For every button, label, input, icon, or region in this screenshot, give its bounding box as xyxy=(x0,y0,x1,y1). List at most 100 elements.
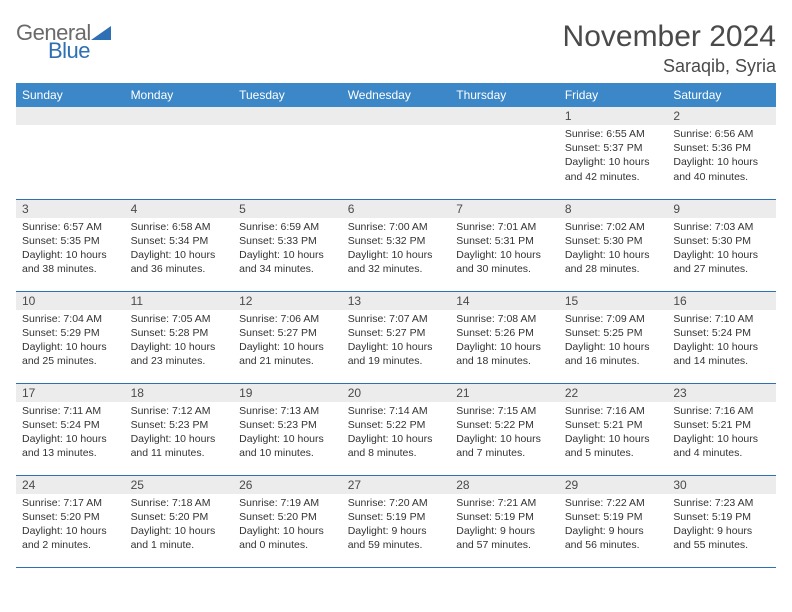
daylight-line: Daylight: 10 hours and 8 minutes. xyxy=(348,432,445,460)
sunrise-line: Sunrise: 7:23 AM xyxy=(673,496,770,510)
sunset-line: Sunset: 5:24 PM xyxy=(673,326,770,340)
daylight-line: Daylight: 10 hours and 42 minutes. xyxy=(565,155,662,183)
day-number: 14 xyxy=(450,292,559,310)
day-details: Sunrise: 7:19 AMSunset: 5:20 PMDaylight:… xyxy=(233,494,342,557)
daylight-line: Daylight: 10 hours and 7 minutes. xyxy=(456,432,553,460)
day-details: Sunrise: 6:57 AMSunset: 5:35 PMDaylight:… xyxy=(16,218,125,281)
calendar-cell: 12Sunrise: 7:06 AMSunset: 5:27 PMDayligh… xyxy=(233,291,342,383)
day-number: 12 xyxy=(233,292,342,310)
day-details: Sunrise: 7:07 AMSunset: 5:27 PMDaylight:… xyxy=(342,310,451,373)
sunset-line: Sunset: 5:20 PM xyxy=(22,510,119,524)
calendar-cell: 2Sunrise: 6:56 AMSunset: 5:36 PMDaylight… xyxy=(667,107,776,199)
daylight-line: Daylight: 10 hours and 11 minutes. xyxy=(131,432,228,460)
sunrise-line: Sunrise: 7:16 AM xyxy=(673,404,770,418)
calendar-cell: 10Sunrise: 7:04 AMSunset: 5:29 PMDayligh… xyxy=(16,291,125,383)
day-details: Sunrise: 7:18 AMSunset: 5:20 PMDaylight:… xyxy=(125,494,234,557)
sunset-line: Sunset: 5:27 PM xyxy=(239,326,336,340)
daylight-line: Daylight: 10 hours and 23 minutes. xyxy=(131,340,228,368)
sunrise-line: Sunrise: 7:13 AM xyxy=(239,404,336,418)
sunset-line: Sunset: 5:37 PM xyxy=(565,141,662,155)
sunrise-line: Sunrise: 7:20 AM xyxy=(348,496,445,510)
daylight-line: Daylight: 10 hours and 4 minutes. xyxy=(673,432,770,460)
sunset-line: Sunset: 5:36 PM xyxy=(673,141,770,155)
daylight-line: Daylight: 10 hours and 18 minutes. xyxy=(456,340,553,368)
sunrise-line: Sunrise: 6:55 AM xyxy=(565,127,662,141)
day-details: Sunrise: 7:23 AMSunset: 5:19 PMDaylight:… xyxy=(667,494,776,557)
day-details: Sunrise: 7:14 AMSunset: 5:22 PMDaylight:… xyxy=(342,402,451,465)
day-details: Sunrise: 7:10 AMSunset: 5:24 PMDaylight:… xyxy=(667,310,776,373)
calendar-cell: 30Sunrise: 7:23 AMSunset: 5:19 PMDayligh… xyxy=(667,475,776,567)
sunrise-line: Sunrise: 7:04 AM xyxy=(22,312,119,326)
calendar-cell: 4Sunrise: 6:58 AMSunset: 5:34 PMDaylight… xyxy=(125,199,234,291)
calendar-week: 3Sunrise: 6:57 AMSunset: 5:35 PMDaylight… xyxy=(16,199,776,291)
daylight-line: Daylight: 10 hours and 14 minutes. xyxy=(673,340,770,368)
weekday-header: Friday xyxy=(559,83,668,107)
daylight-line: Daylight: 10 hours and 36 minutes. xyxy=(131,248,228,276)
day-number: 25 xyxy=(125,476,234,494)
day-number: 2 xyxy=(667,107,776,125)
day-details: Sunrise: 7:06 AMSunset: 5:27 PMDaylight:… xyxy=(233,310,342,373)
day-number: 8 xyxy=(559,200,668,218)
day-number xyxy=(125,107,234,125)
sunset-line: Sunset: 5:22 PM xyxy=(456,418,553,432)
day-number: 4 xyxy=(125,200,234,218)
daylight-line: Daylight: 10 hours and 19 minutes. xyxy=(348,340,445,368)
sunrise-line: Sunrise: 7:15 AM xyxy=(456,404,553,418)
day-details: Sunrise: 7:15 AMSunset: 5:22 PMDaylight:… xyxy=(450,402,559,465)
calendar-week: 10Sunrise: 7:04 AMSunset: 5:29 PMDayligh… xyxy=(16,291,776,383)
calendar-cell xyxy=(125,107,234,199)
day-number: 13 xyxy=(342,292,451,310)
daylight-line: Daylight: 10 hours and 13 minutes. xyxy=(22,432,119,460)
day-number: 7 xyxy=(450,200,559,218)
day-details: Sunrise: 7:09 AMSunset: 5:25 PMDaylight:… xyxy=(559,310,668,373)
day-details: Sunrise: 7:16 AMSunset: 5:21 PMDaylight:… xyxy=(667,402,776,465)
day-number: 5 xyxy=(233,200,342,218)
calendar-cell: 24Sunrise: 7:17 AMSunset: 5:20 PMDayligh… xyxy=(16,475,125,567)
day-number xyxy=(16,107,125,125)
day-number: 21 xyxy=(450,384,559,402)
title-block: November 2024 Saraqib, Syria xyxy=(563,20,776,77)
logo-text: General Blue xyxy=(16,22,91,62)
calendar-cell: 9Sunrise: 7:03 AMSunset: 5:30 PMDaylight… xyxy=(667,199,776,291)
day-details: Sunrise: 7:08 AMSunset: 5:26 PMDaylight:… xyxy=(450,310,559,373)
day-number: 6 xyxy=(342,200,451,218)
sunrise-line: Sunrise: 7:00 AM xyxy=(348,220,445,234)
header: General Blue November 2024 Saraqib, Syri… xyxy=(16,20,776,77)
sunset-line: Sunset: 5:31 PM xyxy=(456,234,553,248)
day-details: Sunrise: 7:13 AMSunset: 5:23 PMDaylight:… xyxy=(233,402,342,465)
day-number: 1 xyxy=(559,107,668,125)
calendar-cell: 22Sunrise: 7:16 AMSunset: 5:21 PMDayligh… xyxy=(559,383,668,475)
day-number: 3 xyxy=(16,200,125,218)
daylight-line: Daylight: 10 hours and 28 minutes. xyxy=(565,248,662,276)
sunset-line: Sunset: 5:23 PM xyxy=(239,418,336,432)
sunrise-line: Sunrise: 7:06 AM xyxy=(239,312,336,326)
logo: General Blue xyxy=(16,20,111,62)
sunrise-line: Sunrise: 7:03 AM xyxy=(673,220,770,234)
calendar-cell: 29Sunrise: 7:22 AMSunset: 5:19 PMDayligh… xyxy=(559,475,668,567)
calendar-cell: 7Sunrise: 7:01 AMSunset: 5:31 PMDaylight… xyxy=(450,199,559,291)
day-number: 11 xyxy=(125,292,234,310)
logo-line-2: Blue xyxy=(16,40,91,62)
sunrise-line: Sunrise: 6:58 AM xyxy=(131,220,228,234)
sunset-line: Sunset: 5:19 PM xyxy=(348,510,445,524)
daylight-line: Daylight: 10 hours and 10 minutes. xyxy=(239,432,336,460)
sunrise-line: Sunrise: 7:17 AM xyxy=(22,496,119,510)
day-details: Sunrise: 7:16 AMSunset: 5:21 PMDaylight:… xyxy=(559,402,668,465)
sunset-line: Sunset: 5:24 PM xyxy=(22,418,119,432)
day-number: 23 xyxy=(667,384,776,402)
sunrise-line: Sunrise: 7:05 AM xyxy=(131,312,228,326)
sunset-line: Sunset: 5:26 PM xyxy=(456,326,553,340)
sunrise-line: Sunrise: 7:21 AM xyxy=(456,496,553,510)
daylight-line: Daylight: 10 hours and 21 minutes. xyxy=(239,340,336,368)
calendar-header-row: SundayMondayTuesdayWednesdayThursdayFrid… xyxy=(16,83,776,107)
calendar-cell: 1 Sunrise: 6:55 AMSunset: 5:37 PMDaylight… xyxy=(559,107,668,199)
calendar-cell: 13Sunrise: 7:07 AMSunset: 5:27 PMDayligh… xyxy=(342,291,451,383)
sunrise-line: Sunrise: 6:56 AM xyxy=(673,127,770,141)
day-number: 29 xyxy=(559,476,668,494)
calendar-cell: 26Sunrise: 7:19 AMSunset: 5:20 PMDayligh… xyxy=(233,475,342,567)
calendar-cell xyxy=(450,107,559,199)
sunset-line: Sunset: 5:30 PM xyxy=(565,234,662,248)
daylight-line: Daylight: 9 hours and 57 minutes. xyxy=(456,524,553,552)
day-number: 9 xyxy=(667,200,776,218)
calendar-cell: 14Sunrise: 7:08 AMSunset: 5:26 PMDayligh… xyxy=(450,291,559,383)
